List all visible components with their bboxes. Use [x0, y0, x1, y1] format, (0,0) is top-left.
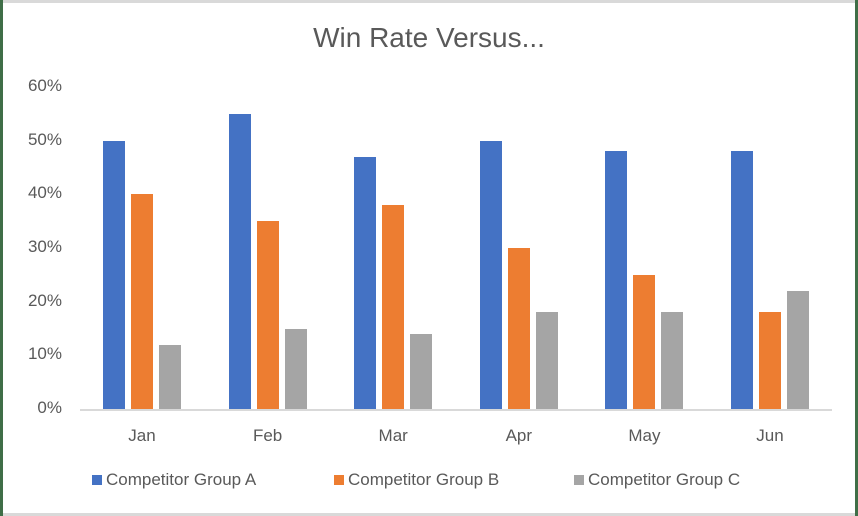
- bar-jun-series-0: [731, 151, 753, 409]
- chart-title: Win Rate Versus...: [313, 22, 545, 53]
- bar-mar-series-0: [354, 156, 377, 409]
- y-tick-label: 60%: [27, 76, 62, 95]
- x-tick-label: Apr: [505, 426, 533, 445]
- y-tick-label: 50%: [27, 129, 62, 149]
- y-tick-label: 0%: [37, 398, 62, 417]
- bar-jun-series-1: [759, 312, 781, 409]
- bar-jun-series-2: [787, 290, 809, 409]
- bar-may-series-1: [633, 274, 656, 409]
- y-tick-label: 10%: [27, 344, 62, 364]
- legend-swatch-icon: [334, 475, 344, 485]
- y-tick-label: 30%: [27, 237, 62, 256]
- bar-feb-series-2: [284, 328, 307, 409]
- legend-item: Competitor Group B: [334, 470, 499, 490]
- bar-mar-series-2: [410, 333, 433, 409]
- bar-jan-series-1: [131, 194, 153, 409]
- legend-label: Competitor Group A: [106, 470, 257, 489]
- bar-may-series-0: [605, 151, 628, 409]
- x-tick-label: May: [628, 426, 661, 445]
- bar-feb-series-0: [228, 113, 251, 409]
- legend-swatch-icon: [92, 475, 102, 485]
- legend-item: Competitor Group A: [92, 470, 256, 490]
- legend-item: Competitor Group C: [574, 470, 740, 490]
- bar-jan-series-2: [159, 344, 181, 409]
- frame-bottom-edge: [3, 513, 855, 516]
- x-tick-label: Mar: [378, 426, 408, 445]
- bar-jan-series-0: [103, 140, 125, 409]
- y-tick-label: 20%: [27, 290, 62, 310]
- bar-apr-series-1: [507, 248, 530, 409]
- bar-apr-series-2: [535, 312, 558, 409]
- frame-left-edge: [0, 0, 3, 516]
- bar-feb-series-1: [256, 221, 279, 409]
- bar-apr-series-0: [479, 140, 502, 409]
- legend-label: Competitor Group B: [348, 470, 500, 489]
- bar-may-series-2: [661, 312, 684, 409]
- x-tick-label: Feb: [252, 426, 283, 445]
- legend-swatch-icon: [574, 475, 584, 485]
- frame-right-edge: [855, 0, 858, 516]
- legend: Competitor Group A Competitor Group B Comp…: [0, 470, 858, 494]
- x-tick-label: Jun: [756, 426, 784, 445]
- y-tick-label: 40%: [27, 183, 62, 203]
- legend-label: Competitor Group C: [588, 470, 741, 489]
- x-axis-line: [80, 409, 832, 411]
- x-tick-label: Jan: [128, 426, 156, 445]
- frame-top-edge: [3, 0, 855, 3]
- bar-mar-series-1: [382, 205, 405, 409]
